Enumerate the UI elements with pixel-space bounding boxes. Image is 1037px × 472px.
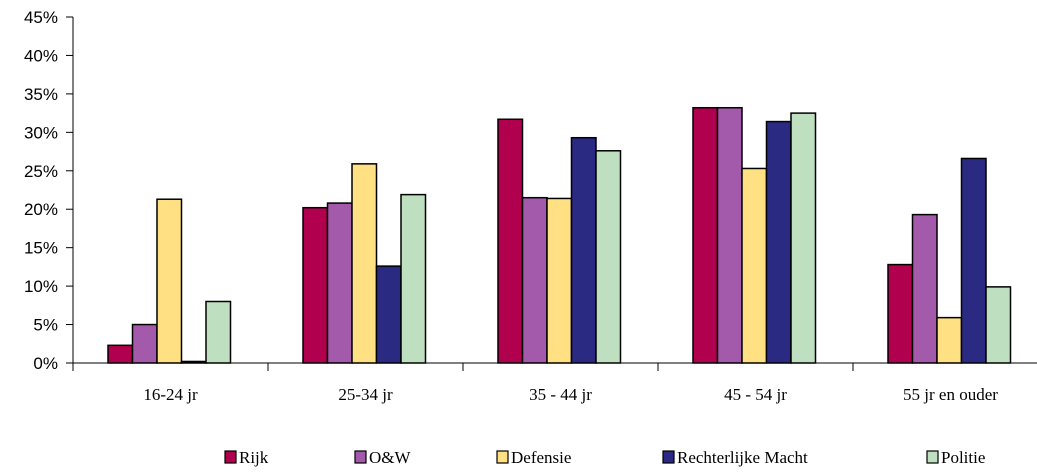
bar-4-4 <box>985 286 1012 364</box>
bar-3-3 <box>765 120 792 364</box>
bar-2-3 <box>570 136 597 364</box>
axes-layer: 0% 5% 10% 15% 20% 25% 30% 35% 40% 45% 16-24 jr 25-3… <box>24 8 1037 404</box>
y-tick-label: 25% <box>24 162 58 181</box>
bar-4-2 <box>936 316 963 364</box>
bar-1-0 <box>302 206 329 364</box>
bar-3-0 <box>692 106 719 364</box>
legend-label-3: Rechterlijke Macht <box>677 448 808 467</box>
x-tick-label: 25-34 jr <box>338 385 393 404</box>
legend-label-2: Defensie <box>511 448 571 467</box>
bar-0-2 <box>156 198 183 364</box>
bar-1-3 <box>375 265 402 364</box>
x-tick-label: 45 - 54 jr <box>724 385 787 404</box>
legend-swatch-2 <box>496 450 509 464</box>
y-tick-label: 35% <box>24 85 58 104</box>
y-tick-label: 5% <box>33 316 58 335</box>
legend-label-0: Rijk <box>239 448 269 467</box>
legend-label-1: O&W <box>369 448 412 467</box>
legend-swatch-0 <box>224 450 237 464</box>
y-tick-label: 10% <box>24 277 58 296</box>
y-tick-label: 15% <box>24 239 58 258</box>
y-tick-label: 45% <box>24 8 58 27</box>
y-tick-label: 20% <box>24 200 58 219</box>
bar-2-4 <box>595 150 622 364</box>
bar-0-0 <box>107 344 134 364</box>
legend-swatch-3 <box>662 450 675 464</box>
legend-swatch-4 <box>926 450 939 464</box>
bar-4-3 <box>960 157 987 364</box>
y-tick-label: 40% <box>24 46 58 65</box>
bar-2-0 <box>497 118 524 364</box>
bar-2-2 <box>546 197 573 364</box>
x-tick-label: 55 jr en ouder <box>903 385 998 404</box>
bar-3-2 <box>741 167 768 364</box>
bars-layer <box>107 106 1012 364</box>
bar-1-1 <box>326 202 353 364</box>
y-tick-label: 0% <box>33 354 58 373</box>
x-tick-label: 35 - 44 jr <box>529 385 592 404</box>
legend-swatch-1 <box>354 450 367 464</box>
bar-1-4 <box>400 193 427 364</box>
bar-4-1 <box>911 213 938 364</box>
bar-0-1 <box>131 323 158 364</box>
bar-1-2 <box>351 163 378 364</box>
bar-0-4 <box>205 300 232 364</box>
bar-3-4 <box>790 112 817 364</box>
legend-label-4: Politie <box>941 448 985 467</box>
bar-4-0 <box>887 263 914 364</box>
legend: Rijk O&W Defensie Rechterlijke Macht Politie <box>224 448 985 467</box>
bar-2-1 <box>521 196 548 364</box>
bar-3-1 <box>716 106 743 364</box>
x-tick-label: 16-24 jr <box>143 385 198 404</box>
y-tick-label: 30% <box>24 123 58 142</box>
